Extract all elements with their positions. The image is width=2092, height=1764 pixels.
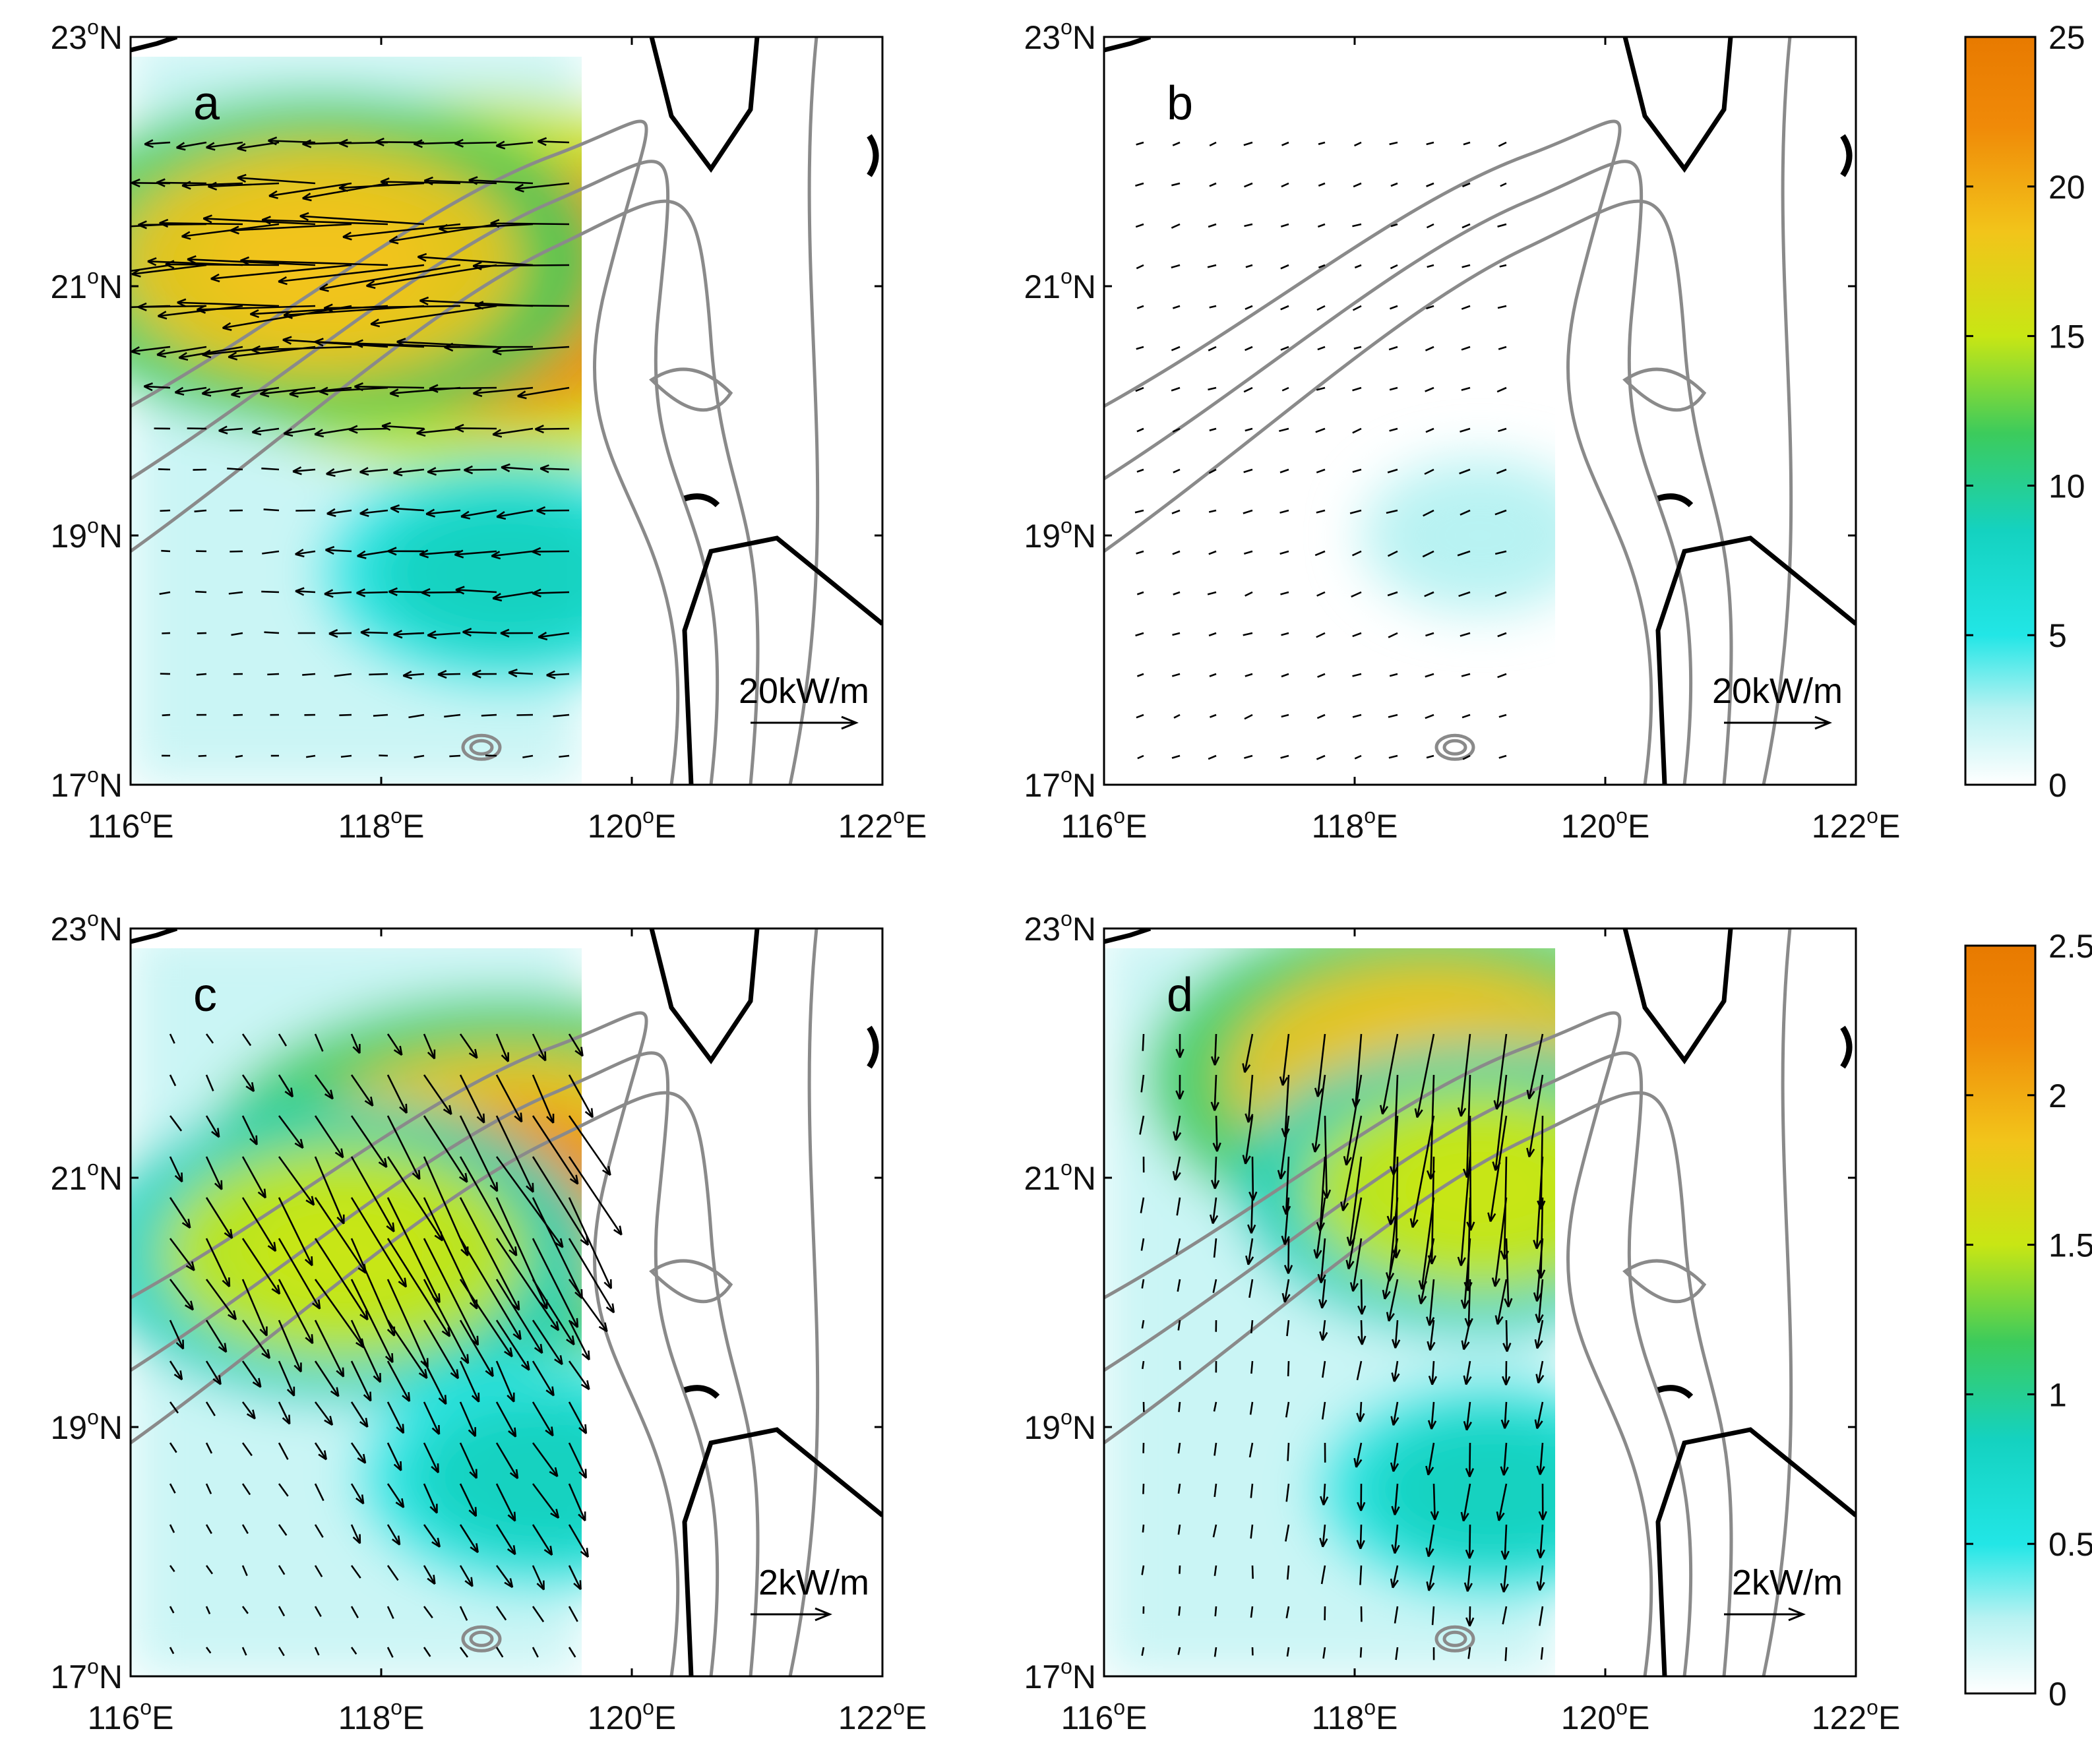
- flux-field: [1359, 456, 1555, 615]
- x-tick-label: 118oE: [1312, 1695, 1398, 1736]
- y-tick-label: 23oN: [1024, 907, 1096, 948]
- y-tick-label: 19oN: [1024, 1405, 1096, 1446]
- flux-vectors: [1139, 1033, 1547, 1661]
- map-frame: [129, 36, 884, 786]
- bathymetry-contours: [1104, 928, 1793, 1676]
- coastline: [1104, 928, 1856, 1676]
- x-tick-label: 122oE: [838, 804, 927, 845]
- bathymetry-contours: [131, 37, 820, 785]
- colorbar-bottom: 0 0.5 1 1.5 2 2.5: [1964, 928, 2092, 1713]
- colorbar-tick-label: 2.5: [2048, 928, 2092, 965]
- map-panel-d: d 2kW/m 116oE 118oE 120oE 122oE 17oN 19oN 21oN 23…: [1024, 907, 1900, 1736]
- colorbar-tick-label: 20: [2048, 169, 2085, 206]
- y-tick-label: 23oN: [1024, 15, 1096, 56]
- colorbar-tick-label: 10: [2048, 468, 2085, 504]
- x-tick-label: 122oE: [1812, 804, 1901, 845]
- colorbar-tick-label: 0: [2048, 1676, 2067, 1713]
- y-tick-label: 21oN: [1024, 264, 1096, 305]
- panel-label: b: [1167, 77, 1193, 130]
- colorbar-tick-label: 0: [2048, 767, 2067, 804]
- x-tick-label: 120oE: [1561, 804, 1650, 845]
- flux-vectors: [1134, 141, 1507, 760]
- colorbar-tick-label: 2: [2048, 1078, 2067, 1114]
- y-tick-label: 23oN: [50, 907, 123, 948]
- y-tick-label: 21oN: [50, 1156, 123, 1197]
- coastline: [131, 37, 882, 785]
- x-tick-label: 120oE: [1561, 1695, 1650, 1736]
- x-tick-label: 120oE: [588, 1695, 677, 1736]
- scale-label: 20kW/m: [1712, 671, 1843, 711]
- x-tick-label: 120oE: [588, 804, 677, 845]
- colorbar-tick-label: 0.5: [2048, 1526, 2092, 1563]
- x-tick-label: 116oE: [1061, 804, 1148, 845]
- map-panel-c: c 2kW/m 116oE 118oE 120oE 122oE 17oN 19oN 21oN 23…: [50, 907, 927, 1736]
- map-panel-a: a 20kW/m 116oE 118oE 120oE 122oE 17oN 19oN 21oN 2…: [50, 15, 927, 845]
- colorbar-gradient: [1964, 944, 2037, 1695]
- scale-label: 20kW/m: [739, 671, 869, 711]
- colorbar-tick-label: 1: [2048, 1376, 2067, 1413]
- x-tick-label: 118oE: [338, 804, 425, 845]
- x-tick-label: 116oE: [88, 804, 174, 845]
- bathymetry-contours: [131, 928, 820, 1676]
- colorbar-gradient: [1964, 36, 2037, 786]
- y-tick-label: 21oN: [1024, 1156, 1096, 1197]
- x-tick-label: 118oE: [338, 1695, 425, 1736]
- colorbar-tick-label: 25: [2048, 19, 2085, 56]
- flux-field: [1104, 948, 1555, 1676]
- scale-label: 2kW/m: [758, 1563, 869, 1602]
- scale-arrow: [751, 1607, 832, 1622]
- bathymetry-contours: [1104, 37, 1793, 785]
- scale-arrow: [751, 715, 859, 730]
- flux-vectors: [131, 137, 570, 758]
- y-tick-label: 21oN: [50, 264, 123, 305]
- scale-arrow: [1724, 715, 1832, 730]
- map-frame: [1103, 927, 1857, 1678]
- scale-label: 2kW/m: [1732, 1563, 1843, 1602]
- x-tick-label: 116oE: [1061, 1695, 1148, 1736]
- y-tick-label: 19oN: [1024, 514, 1096, 555]
- map-panel-b: b 20kW/m 116oE 118oE 120oE 122oE 17oN 19oN 21oN 2…: [1024, 15, 1900, 845]
- colorbar-tick-label: 5: [2048, 617, 2067, 654]
- panel-label: c: [193, 969, 217, 1021]
- map-frame: [1103, 36, 1857, 786]
- coastline: [1104, 37, 1856, 785]
- colorbar-tick-label: 15: [2048, 319, 2085, 355]
- y-tick-label: 17oN: [50, 1655, 123, 1695]
- flux-field: [131, 948, 582, 1676]
- y-tick-label: 19oN: [50, 514, 123, 555]
- y-tick-label: 17oN: [1024, 1655, 1096, 1695]
- y-tick-label: 17oN: [50, 763, 123, 804]
- scale-arrow: [1724, 1607, 1806, 1622]
- colorbar-top: 0 5 10 15 20 25: [1964, 19, 2085, 804]
- panel-label: d: [1167, 969, 1193, 1021]
- coastline: [131, 928, 882, 1676]
- panel-label: a: [193, 77, 220, 130]
- y-tick-label: 17oN: [1024, 763, 1096, 804]
- flux-vectors: [169, 1033, 623, 1658]
- x-tick-label: 118oE: [1312, 804, 1398, 845]
- y-tick-label: 19oN: [50, 1405, 123, 1446]
- y-tick-label: 23oN: [50, 15, 123, 56]
- x-tick-label: 122oE: [838, 1695, 927, 1736]
- x-tick-label: 116oE: [88, 1695, 174, 1736]
- map-frame: [129, 927, 884, 1678]
- x-tick-label: 122oE: [1812, 1695, 1901, 1736]
- colorbar-tick-label: 1.5: [2048, 1227, 2092, 1264]
